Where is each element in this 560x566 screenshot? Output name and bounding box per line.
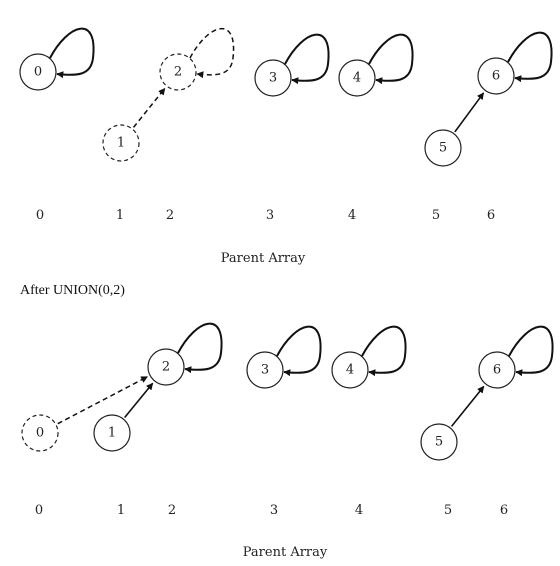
node-circle (19, 53, 57, 91)
node-circle (102, 124, 140, 162)
node-circle (254, 59, 292, 97)
node-label: 4 (353, 71, 361, 86)
node-3: 3 (246, 351, 284, 389)
node-2: 2 (147, 348, 185, 386)
array-index-label: 0 (35, 503, 43, 518)
node-circle (478, 351, 516, 389)
array-index-label: 3 (266, 208, 274, 223)
parent-edge-0-to-2 (57, 376, 149, 425)
node-6: 6 (477, 57, 515, 95)
node-label: 5 (435, 435, 443, 450)
parent-edge-5-to-6 (450, 385, 485, 427)
parent-edge-5-to-6 (454, 92, 485, 133)
node-1: 1 (102, 124, 140, 162)
array-index-label: 4 (348, 208, 356, 223)
self-loop-edge-4 (368, 33, 414, 85)
node-circle (93, 414, 131, 452)
self-loop-edge-4 (361, 325, 407, 377)
array-index-label: 1 (117, 503, 125, 518)
self-loop-edge-6 (508, 325, 554, 377)
node-6: 6 (478, 351, 516, 389)
parent-edge-1-to-2 (124, 382, 154, 419)
diagram-before: 0 1 2 3 4 5 6 0 1 2 3 4 5 6 Parent Array (19, 27, 553, 266)
parent-array-caption: Parent Array (243, 545, 328, 560)
node-label: 4 (346, 363, 354, 378)
self-loop-edge-6 (507, 31, 553, 83)
node-circle (159, 53, 197, 91)
array-index-label: 5 (444, 503, 452, 518)
self-loop-edge-3 (276, 325, 322, 377)
node-label: 3 (261, 363, 269, 378)
node-label: 0 (36, 426, 44, 441)
array-index-label: 2 (166, 208, 174, 223)
node-3: 3 (254, 59, 292, 97)
array-index-label: 2 (168, 503, 176, 518)
node-5: 5 (424, 129, 462, 167)
self-loop-edge-3 (284, 33, 330, 85)
node-circle (21, 414, 59, 452)
node-2: 2 (159, 53, 197, 91)
node-label: 6 (492, 69, 500, 84)
array-index-label: 6 (487, 208, 495, 223)
parent-array-caption: Parent Array (221, 251, 306, 266)
node-label: 0 (34, 65, 42, 80)
node-circle (338, 59, 376, 97)
node-4: 4 (331, 351, 369, 389)
node-circle (420, 423, 458, 461)
self-loop-edge-0 (49, 27, 95, 79)
node-5: 5 (420, 423, 458, 461)
node-label: 6 (493, 363, 501, 378)
array-index-label: 0 (36, 208, 44, 223)
node-label: 1 (117, 136, 125, 151)
node-circle (424, 129, 462, 167)
node-label: 3 (269, 71, 277, 86)
node-0: 0 (21, 414, 59, 452)
array-index-label: 5 (432, 208, 440, 223)
node-0: 0 (19, 53, 57, 91)
array-index-label: 6 (500, 503, 508, 518)
diagram-after-union: 0 1 2 3 4 5 6 0 1 2 3 4 5 6 Parent Array (21, 322, 554, 560)
array-index-label: 4 (355, 503, 363, 518)
node-label: 2 (162, 360, 170, 375)
array-index-label: 3 (270, 503, 278, 518)
parent-edge-1-to-2 (132, 87, 166, 128)
node-label: 5 (439, 141, 447, 156)
node-1: 1 (93, 414, 131, 452)
self-loop-edge-2 (189, 27, 235, 79)
node-circle (147, 348, 185, 386)
node-circle (246, 351, 284, 389)
array-index-label: 1 (116, 208, 124, 223)
node-circle (331, 351, 369, 389)
node-4: 4 (338, 59, 376, 97)
self-loop-edge-2 (177, 322, 223, 374)
section-heading-after-union: After UNION(0,2) (20, 283, 125, 298)
node-circle (477, 57, 515, 95)
node-label: 2 (174, 65, 182, 80)
node-label: 1 (108, 426, 116, 441)
